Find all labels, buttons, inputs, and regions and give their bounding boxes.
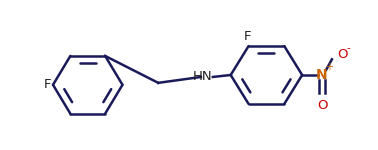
Text: O: O — [337, 48, 347, 61]
Text: -: - — [347, 44, 350, 54]
Text: HN: HN — [193, 70, 213, 83]
Text: O: O — [317, 99, 327, 112]
Text: N: N — [316, 68, 328, 82]
Text: F: F — [244, 30, 251, 43]
Text: +: + — [325, 62, 333, 72]
Text: F: F — [43, 78, 51, 91]
